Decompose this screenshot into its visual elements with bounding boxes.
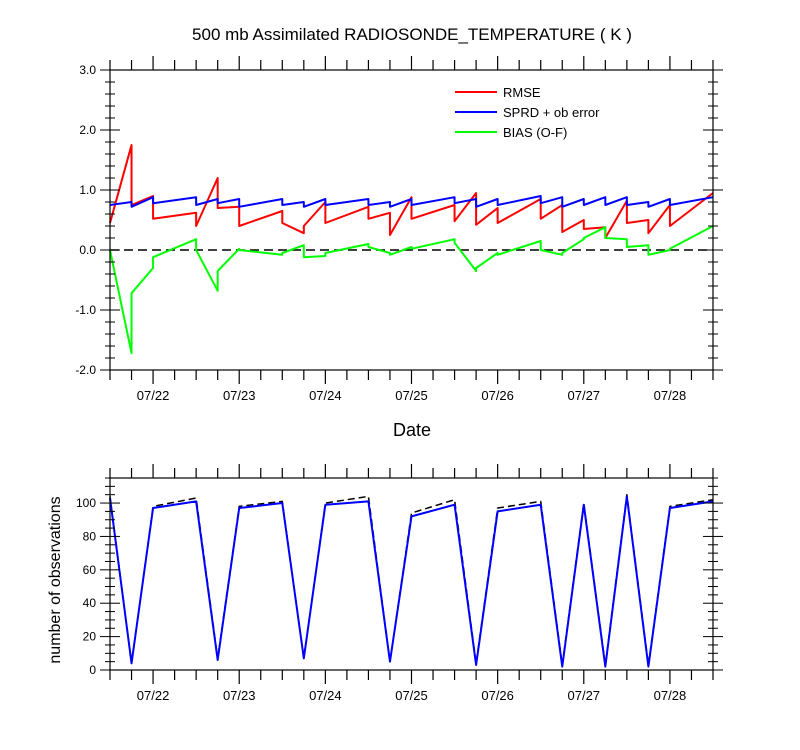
bottom-axes-frame: 0 20 40 60 80 100 07/22 07/23 07/24 07/25 07/26 07/… [76, 464, 723, 703]
series-line-used [109, 495, 714, 668]
legend-label: RMSE [503, 85, 541, 100]
x-tick-label: 07/28 [654, 688, 687, 703]
y-tick-label: 80 [83, 529, 97, 543]
x-tick-label: 07/27 [568, 388, 601, 403]
x-axis-label: Date [393, 420, 431, 440]
x-tick-label: 07/23 [223, 688, 256, 703]
axes-border [109, 477, 714, 671]
series-line-bias-o-f [109, 225, 714, 355]
x-tick-label: 07/25 [395, 388, 428, 403]
bottom-series-lines [109, 493, 714, 668]
y-tick-label: -2.0 [75, 363, 96, 377]
legend: RMSE SPRD + ob error BIAS (O-F) [455, 85, 600, 140]
y-tick-label: 0 [89, 663, 96, 677]
y-tick-label: 1.0 [79, 183, 96, 197]
x-tick-label: 07/23 [223, 388, 256, 403]
series-line-sprd-ob-error [109, 195, 714, 208]
y-tick-label: 0.0 [79, 243, 96, 257]
y-tick-label: 20 [83, 630, 97, 644]
x-tick-label: 07/28 [654, 388, 687, 403]
legend-label: BIAS (O-F) [503, 125, 567, 140]
x-tick-label: 07/22 [137, 388, 170, 403]
axes-border [109, 69, 714, 371]
x-tick-label: 07/27 [568, 688, 601, 703]
chart-title: 500 mb Assimilated RADIOSONDE_TEMPERATUR… [192, 25, 632, 44]
x-tick-label: 07/26 [481, 688, 514, 703]
series-line-rmse [109, 144, 714, 239]
x-tick-label: 07/22 [137, 688, 170, 703]
y-axis-label: number of observations [47, 496, 64, 663]
y-tick-label: 2.0 [79, 123, 96, 137]
y-tick-label: 100 [76, 496, 96, 510]
y-tick-label: 3.0 [79, 63, 96, 77]
y-tick-label: 40 [83, 596, 97, 610]
y-tick-label: 60 [83, 563, 97, 577]
top-axes-frame: -2.0 -1.0 0.0 1.0 2.0 3.0 07/22 07/23 07/24 07/25… [75, 56, 723, 403]
x-tick-label: 07/24 [309, 388, 342, 403]
bottom-chart: 0 20 40 60 80 100 07/22 07/23 07/24 07/25 07/26 07/… [47, 464, 723, 703]
legend-label: SPRD + ob error [503, 105, 600, 120]
x-tick-label: 07/26 [481, 388, 514, 403]
x-tick-label: 07/24 [309, 688, 342, 703]
x-tick-label: 07/25 [395, 688, 428, 703]
top-chart: 500 mb Assimilated RADIOSONDE_TEMPERATUR… [75, 25, 723, 440]
y-tick-label: -1.0 [75, 303, 96, 317]
top-series-lines [109, 144, 714, 355]
